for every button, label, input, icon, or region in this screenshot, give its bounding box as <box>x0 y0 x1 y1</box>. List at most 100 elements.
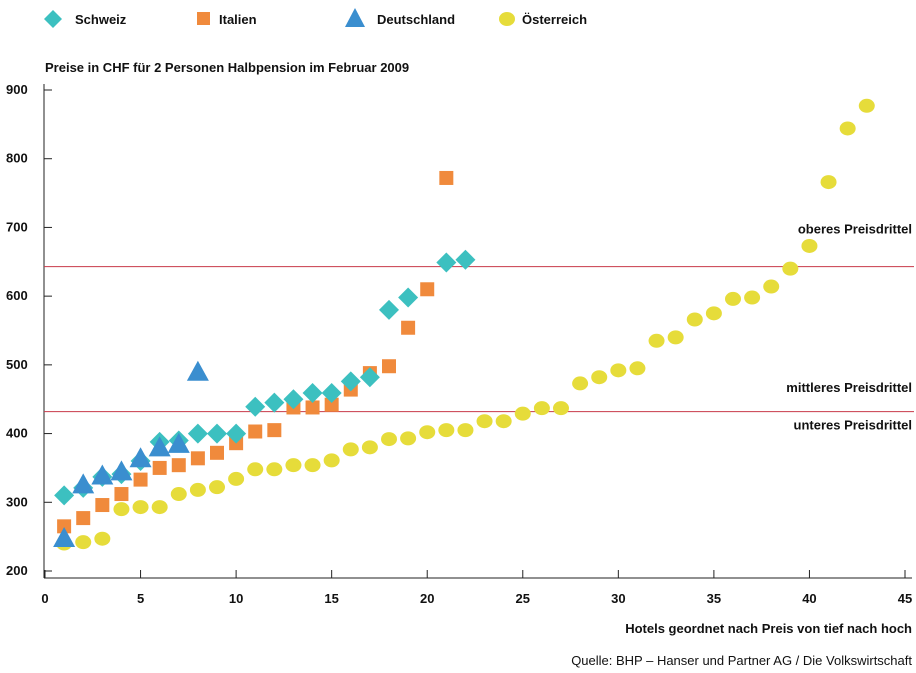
point-oesterreich <box>400 431 417 446</box>
y-tick-label: 900 <box>6 82 28 97</box>
y-axis-ticks: 200 300 400 500 600 700 800 900 <box>6 82 52 578</box>
legend-label-italien: Italien <box>219 12 257 27</box>
point-italien <box>76 511 91 526</box>
legend-marker-italien <box>197 12 210 25</box>
data-points <box>53 98 875 551</box>
point-italien <box>114 487 129 502</box>
point-oesterreich <box>170 487 187 502</box>
point-oesterreich <box>189 482 206 497</box>
point-italien <box>248 424 263 439</box>
point-oesterreich <box>725 291 741 306</box>
point-oesterreich <box>572 376 589 391</box>
point-oesterreich <box>686 312 703 327</box>
point-oesterreich <box>361 440 378 455</box>
point-oesterreich <box>744 290 761 305</box>
legend-label-schweiz: Schweiz <box>75 12 127 27</box>
point-oesterreich <box>591 370 608 385</box>
price-third-label: unteres Preisdrittel <box>794 417 913 432</box>
x-axis-ticks: 0 5 10 15 20 25 30 35 40 45 <box>41 570 912 606</box>
point-oesterreich <box>113 502 130 517</box>
legend-marker-schweiz <box>44 10 62 28</box>
point-deutschland <box>167 432 190 453</box>
point-oesterreich <box>820 175 837 190</box>
point-deutschland <box>129 447 152 468</box>
point-deutschland <box>53 527 76 548</box>
point-oesterreich <box>75 535 92 550</box>
point-oesterreich <box>610 363 627 378</box>
y-tick-label: 700 <box>6 219 28 234</box>
legend-item-italien: Italien <box>197 12 257 27</box>
point-oesterreich <box>648 333 665 348</box>
x-tick-label: 45 <box>898 591 912 606</box>
point-schweiz <box>264 392 285 413</box>
point-schweiz <box>398 287 419 308</box>
point-schweiz <box>455 249 476 270</box>
point-schweiz <box>321 383 342 404</box>
point-schweiz <box>340 371 361 392</box>
point-schweiz <box>283 389 304 410</box>
legend-item-schweiz: Schweiz <box>44 10 127 28</box>
point-oesterreich <box>457 423 474 438</box>
x-tick-label: 30 <box>611 591 625 606</box>
point-oesterreich <box>228 471 245 486</box>
y-tick-label: 400 <box>6 426 28 441</box>
source-note: Quelle: BHP – Hanser und Partner AG / Di… <box>571 653 912 668</box>
price-third-lines <box>44 266 914 413</box>
point-schweiz <box>302 383 323 404</box>
legend-item-deutschland: Deutschland <box>345 8 455 27</box>
y-tick-label: 300 <box>6 494 28 509</box>
point-oesterreich <box>514 406 531 421</box>
x-tick-label: 0 <box>41 591 48 606</box>
y-tick-label: 500 <box>6 357 28 372</box>
point-italien <box>133 472 148 487</box>
x-tick-label: 5 <box>137 591 144 606</box>
point-oesterreich <box>323 453 340 468</box>
point-schweiz <box>379 299 399 320</box>
point-italien <box>382 359 396 374</box>
point-oesterreich <box>381 432 397 447</box>
y-tick-label: 800 <box>6 151 28 166</box>
point-oesterreich <box>209 480 225 495</box>
price-third-label: oberes Preisdrittel <box>798 221 912 236</box>
point-oesterreich <box>476 414 493 429</box>
point-oesterreich <box>304 458 321 473</box>
legend-marker-oesterreich <box>499 12 515 26</box>
point-deutschland <box>91 464 114 485</box>
point-italien <box>152 460 167 475</box>
price-third-labels: oberes Preisdrittel mittleres Preisdritte… <box>786 221 912 432</box>
point-oesterreich <box>495 414 512 429</box>
point-italien <box>439 170 454 185</box>
x-tick-label: 10 <box>229 591 243 606</box>
point-schweiz <box>187 423 208 444</box>
point-oesterreich <box>629 361 646 376</box>
point-schweiz <box>226 423 247 444</box>
point-italien <box>324 397 339 412</box>
point-oesterreich <box>782 261 799 276</box>
legend-marker-deutschland <box>345 8 365 27</box>
point-oesterreich <box>763 279 780 294</box>
point-oesterreich <box>553 401 569 416</box>
point-italien <box>190 451 205 466</box>
point-deutschland <box>186 360 209 381</box>
point-schweiz <box>245 396 266 417</box>
point-oesterreich <box>285 458 302 473</box>
point-oesterreich <box>419 425 436 440</box>
legend-label-deutschland: Deutschland <box>377 12 455 27</box>
point-oesterreich <box>94 531 111 546</box>
point-schweiz <box>54 485 75 506</box>
point-schweiz <box>359 367 380 388</box>
x-tick-label: 20 <box>420 591 434 606</box>
point-italien <box>401 320 416 335</box>
y-tick-label: 600 <box>6 288 28 303</box>
x-tick-label: 40 <box>802 591 816 606</box>
legend-item-oesterreich: Österreich <box>499 12 587 27</box>
x-tick-label: 35 <box>707 591 721 606</box>
x-tick-label: 25 <box>516 591 530 606</box>
x-tick-label: 15 <box>324 591 338 606</box>
point-deutschland <box>110 460 133 481</box>
point-oesterreich <box>247 462 264 477</box>
point-italien <box>420 282 435 297</box>
point-oesterreich <box>533 401 550 416</box>
chart-subtitle: Preise in CHF für 2 Personen Halbpension… <box>45 60 409 75</box>
